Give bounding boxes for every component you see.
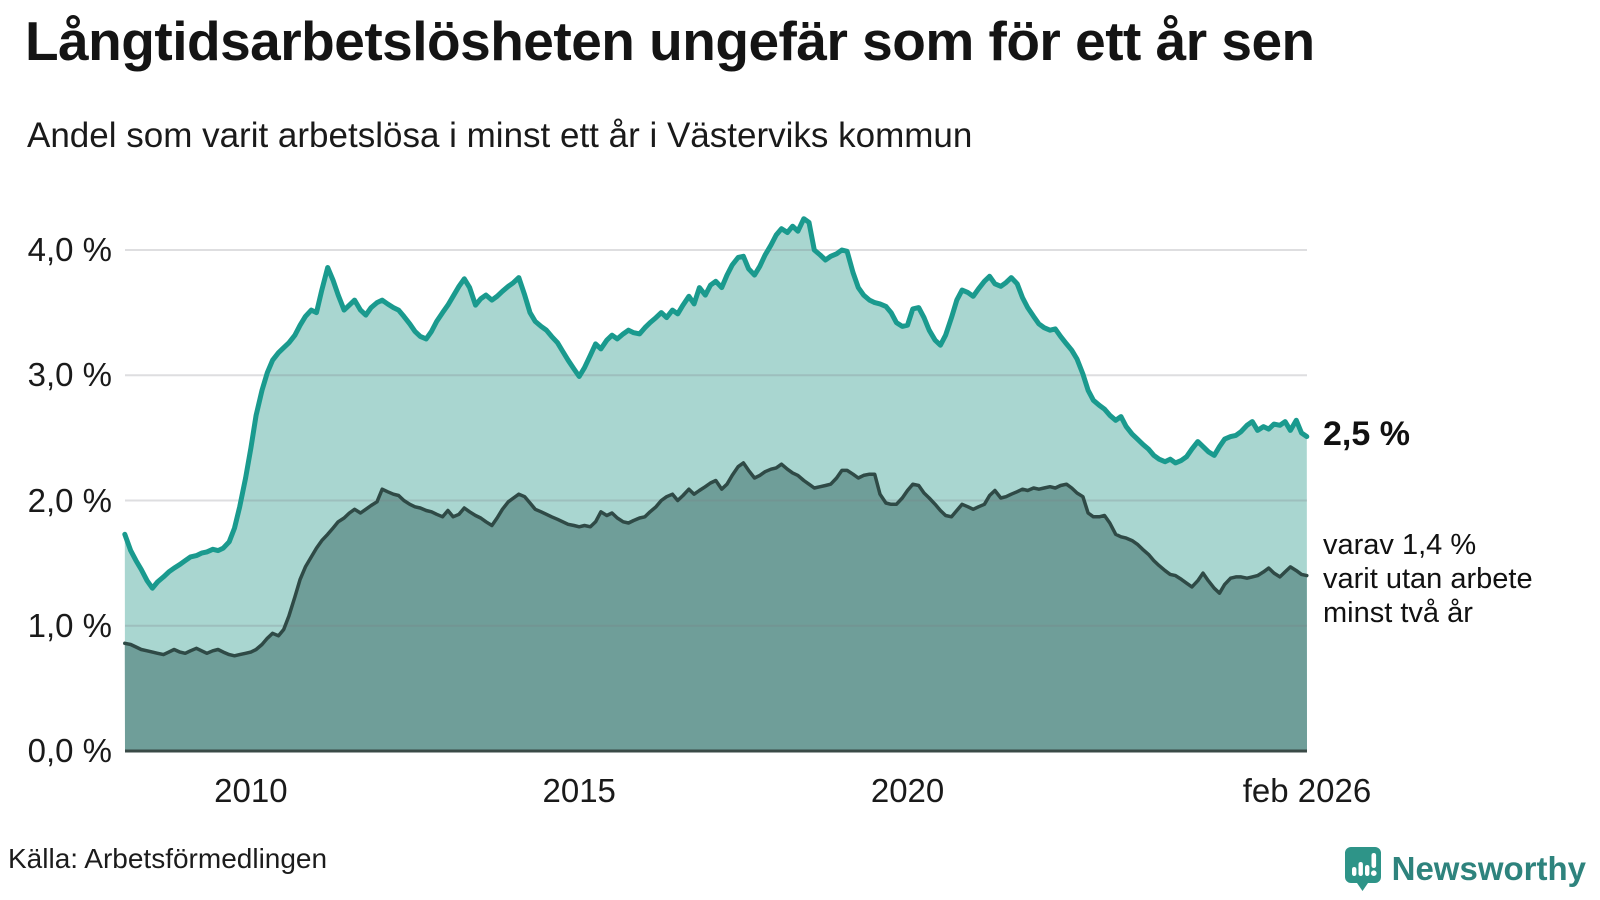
x-axis-tick-label: 2010 — [214, 772, 288, 809]
series-line-1 — [123, 461, 1309, 658]
page-title: Långtidsarbetslösheten ungefär som för e… — [25, 10, 1315, 72]
y-axis-tick-label: 0,0 % — [27, 732, 112, 769]
x-axis-tick-label: 2020 — [870, 772, 945, 809]
area-fill-1 — [124, 462, 1307, 751]
y-axis-tick-label: 3,0 % — [27, 356, 112, 394]
x-axis-tick-label: feb 2026 — [1242, 772, 1372, 809]
page-subtitle: Andel som varit arbetslösa i minst ett å… — [27, 116, 973, 155]
source-note: Källa: Arbetsförmedlingen — [8, 843, 328, 874]
newsworthy-logo-icon — [1344, 847, 1381, 891]
secondary-annotation-line: minst två år — [1323, 596, 1473, 629]
newsworthy-logo: Newsworthy — [1344, 846, 1586, 892]
x-axis-tick-label: 2015 — [542, 772, 616, 809]
series-line-0 — [122, 216, 1310, 591]
y-axis-tick-label: 4,0 % — [27, 231, 112, 268]
y-axis-tick-label: 2,0 % — [27, 481, 112, 519]
latest-value-label: 2,5 % — [1323, 414, 1410, 453]
secondary-annotation-line: varav 1,4 % — [1323, 528, 1477, 561]
newsworthy-logo-text: Newsworthy — [1391, 850, 1586, 887]
secondary-annotation-line: varit utan arbete — [1323, 562, 1533, 595]
y-axis-tick-label: 1,0 % — [27, 606, 112, 644]
secondary-annotation: varav 1,4 % varit utan arbete minst två år — [1323, 528, 1533, 630]
